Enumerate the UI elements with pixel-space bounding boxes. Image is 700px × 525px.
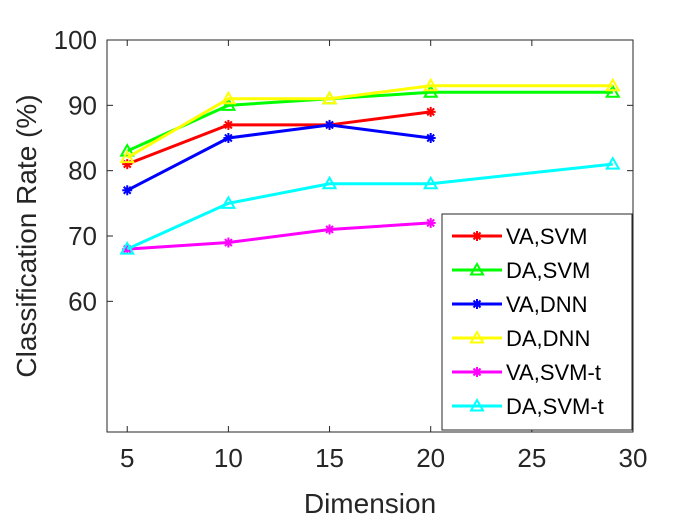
data-point [425, 133, 436, 143]
data-point [324, 224, 335, 235]
data-point [605, 77, 621, 92]
y-tick-label: 90 [68, 90, 97, 120]
series-line [126, 123, 431, 192]
legend-marker [472, 231, 482, 241]
legend-label: VA,DNN [506, 292, 588, 317]
data-point [220, 195, 237, 209]
data-point [220, 90, 237, 105]
series-line [126, 84, 613, 159]
x-axis: 5 10 15 20 25 30 [120, 40, 647, 473]
data-point [122, 185, 133, 196]
data-point [119, 149, 135, 164]
data-point [119, 241, 135, 255]
series-line [126, 162, 613, 251]
series-da-svm-t [119, 156, 621, 255]
data-point [321, 175, 338, 190]
x-tick-label: 20 [416, 443, 445, 473]
legend: VA,SVM DA,SVM VA,DNN DA,DNN VA,SVM-t DA,SVM-t [441, 213, 633, 431]
series-va-dnn [122, 119, 436, 196]
series-da-dnn [119, 77, 621, 164]
data-point [422, 77, 439, 92]
x-tick-label: 10 [214, 443, 243, 473]
x-tick-label: 5 [120, 443, 134, 473]
data-point [223, 237, 234, 248]
data-point [223, 133, 234, 143]
legend-label: DA,SVM [506, 258, 590, 283]
y-axis: 60 70 80 90 100 [54, 25, 633, 316]
x-tick-label: 25 [517, 443, 546, 473]
legend-entry: DA,DNN [452, 326, 590, 351]
data-point [605, 84, 621, 98]
legend-box [441, 213, 633, 431]
legend-marker [472, 299, 482, 309]
y-tick-label: 70 [68, 221, 97, 251]
series-line [127, 221, 431, 251]
y-tick-label: 60 [68, 286, 97, 316]
legend-label: DA,SVM-t [506, 394, 604, 419]
x-tick-label: 30 [619, 443, 648, 473]
x-axis-label: Dimension [304, 488, 436, 519]
legend-marker [469, 261, 485, 276]
y-tick-label: 100 [54, 25, 97, 55]
data-point [119, 143, 135, 157]
series-line [126, 110, 431, 166]
legend-label: VA,SVM-t [506, 360, 601, 385]
data-point [422, 84, 439, 98]
legend-entry: DA,SVM [452, 258, 590, 283]
legend-entry: VA,SVM-t [452, 360, 601, 385]
legend-label: VA,SVM [506, 224, 588, 249]
data-point [324, 119, 335, 130]
data-point [122, 159, 133, 170]
data-point [605, 156, 621, 170]
legend-marker [469, 397, 485, 412]
data-point [223, 119, 234, 130]
data-point [422, 175, 439, 190]
series-layer [119, 77, 621, 255]
y-axis-label: Classification Rate (%) [11, 94, 42, 377]
y-tick-label: 80 [68, 156, 97, 186]
legend-label: DA,DNN [506, 326, 590, 351]
data-point [321, 90, 338, 105]
legend-entry: DA,SVM-t [452, 394, 604, 419]
data-point [425, 106, 436, 117]
legend-marker [469, 329, 485, 344]
legend-entry: VA,SVM [452, 224, 588, 249]
x-tick-label: 15 [315, 443, 344, 473]
legend-entry: VA,DNN [452, 292, 588, 317]
data-point [220, 97, 237, 111]
data-point [425, 217, 436, 228]
legend-marker [472, 367, 482, 377]
